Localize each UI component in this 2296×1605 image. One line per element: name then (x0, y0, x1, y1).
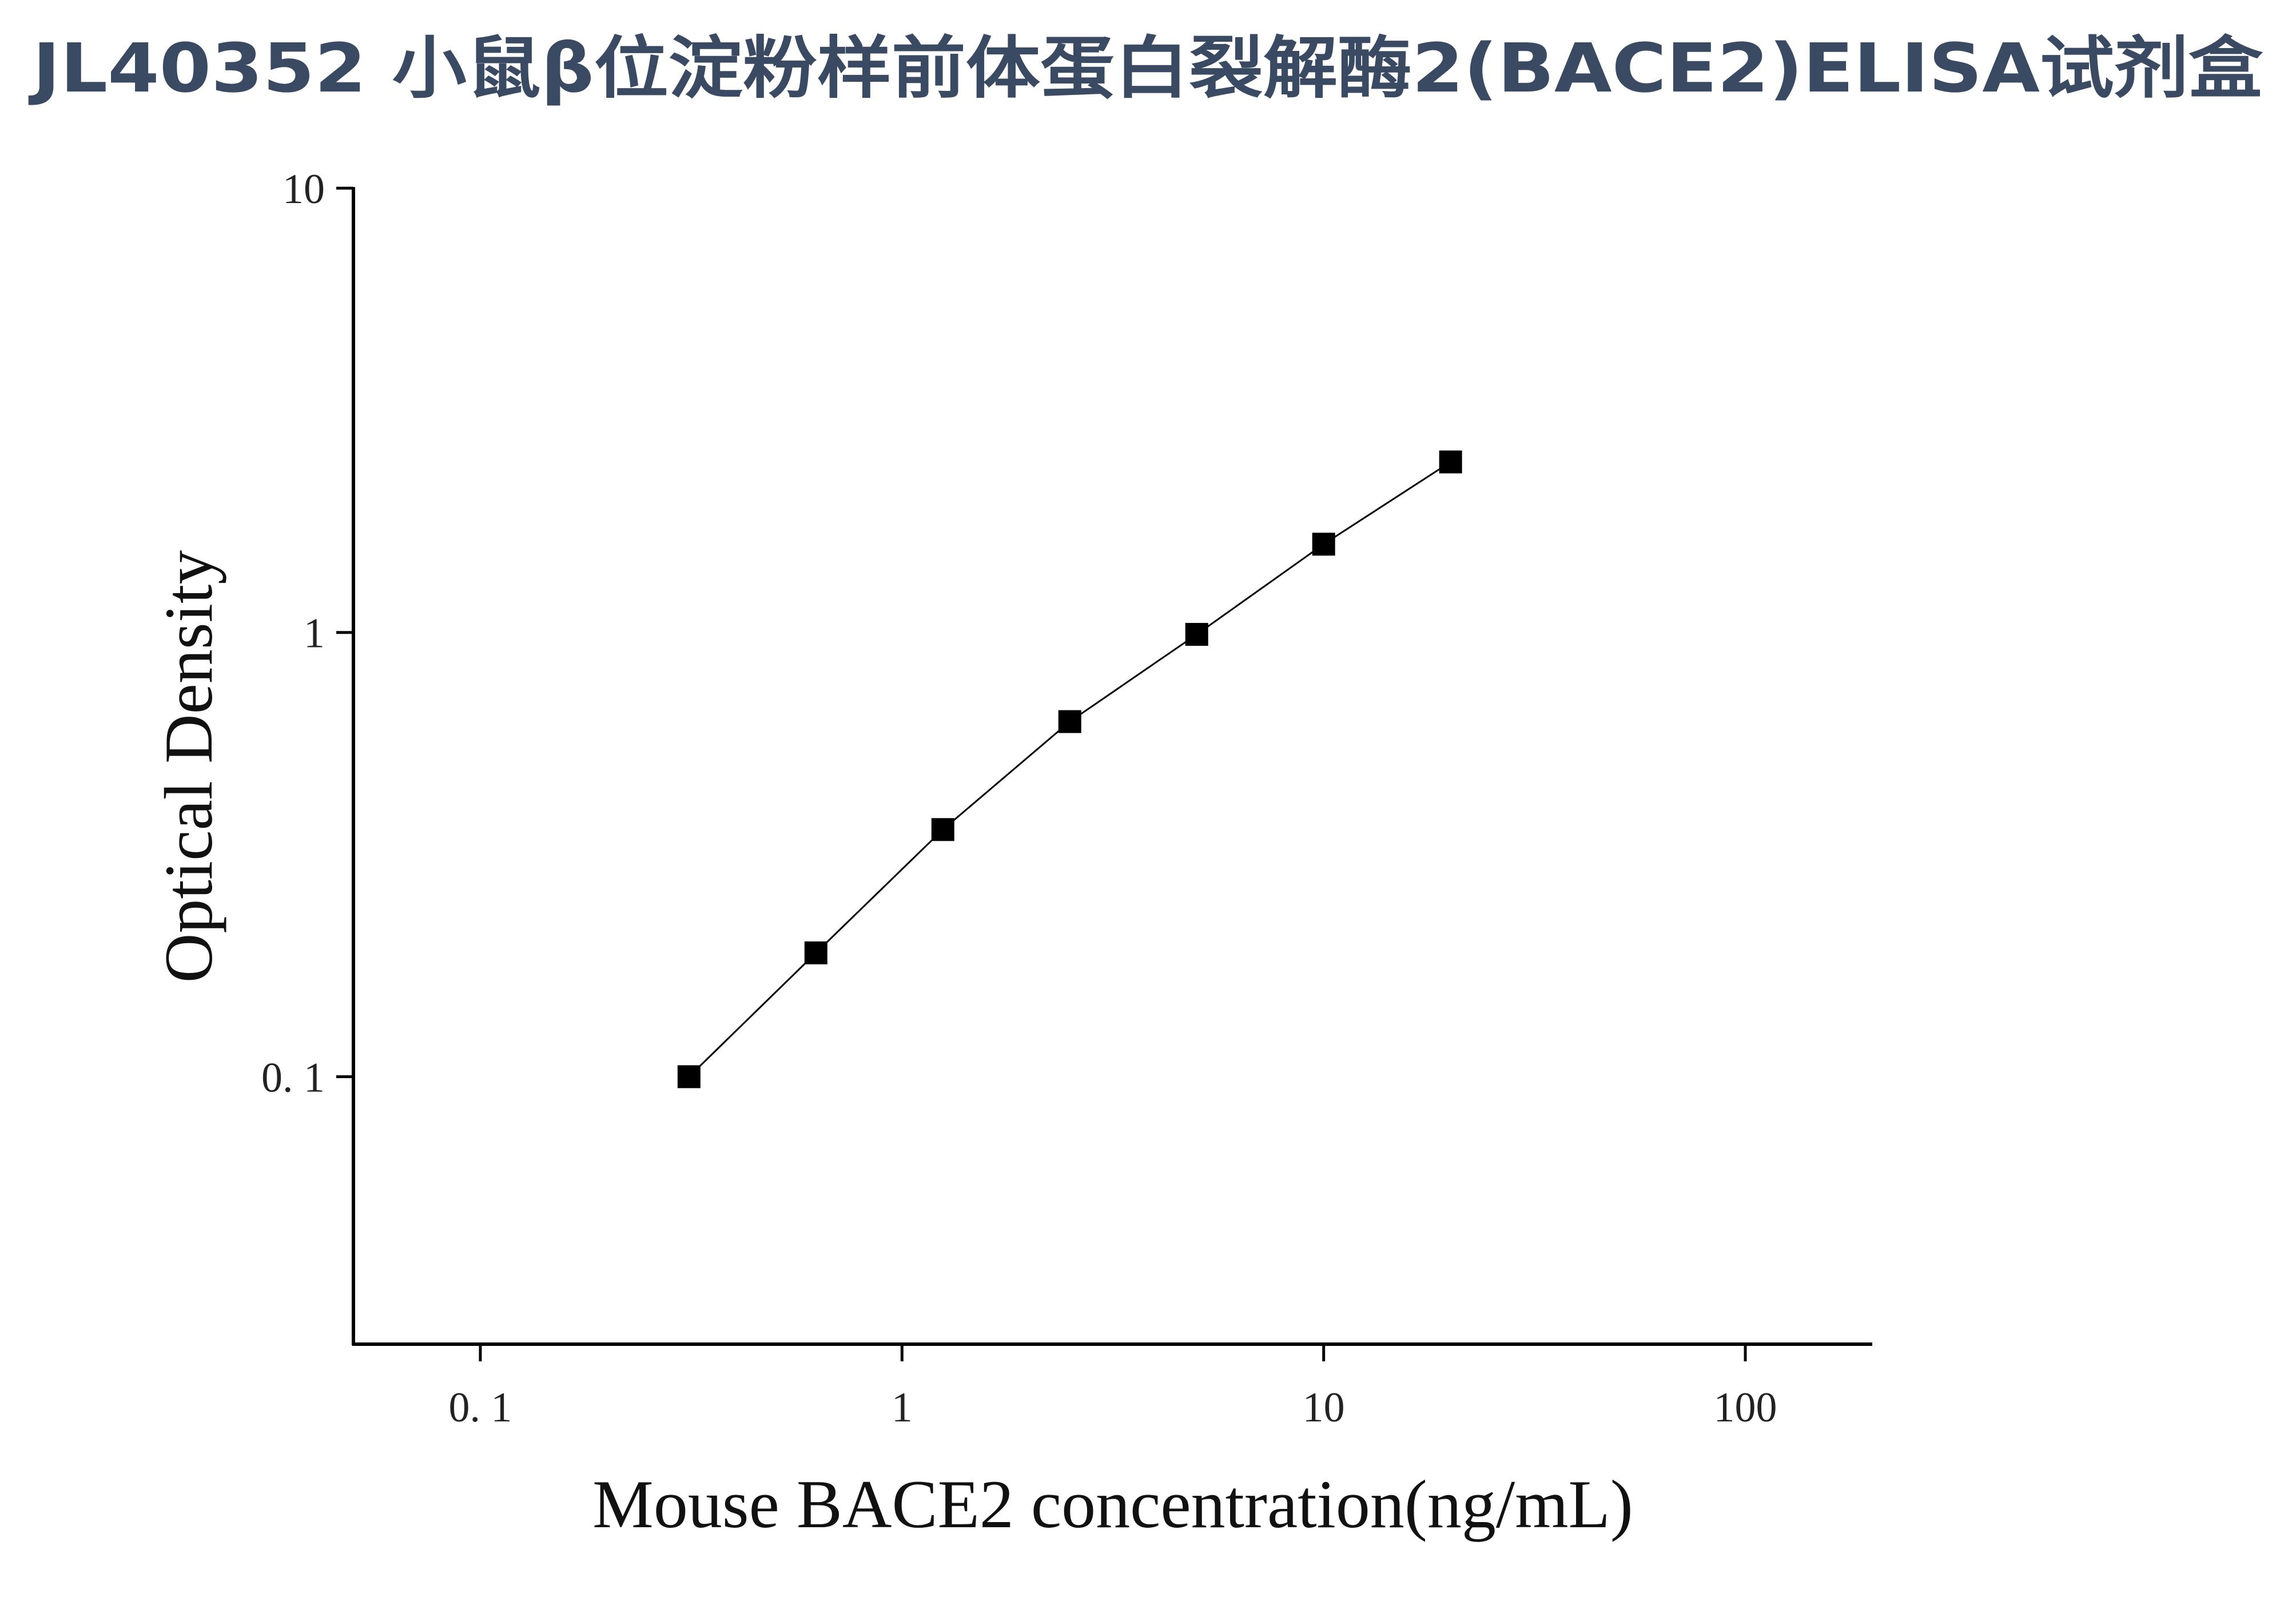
y-tick-label: 1 (304, 610, 325, 657)
y-axis-title: Optical Density (150, 550, 226, 983)
point (1312, 533, 1335, 556)
chart-title: JL40352 小鼠β位淀粉样前体蛋白裂解酶2(BACE2)ELISA试剂盒 (28, 29, 2263, 108)
point (931, 818, 954, 841)
x-tick-label: 10 (1303, 1384, 1345, 1431)
y-tick-label: 10 (282, 166, 325, 213)
x-tick-label: 100 (1714, 1384, 1777, 1431)
x-tick-label: 1 (892, 1384, 913, 1431)
x-tick-label: 0. 1 (448, 1384, 512, 1431)
point (1439, 450, 1462, 474)
x-axis-title: Mouse BACE2 concentration(ng/mL) (592, 1466, 1633, 1542)
y-tick-label: 0. 1 (261, 1054, 325, 1101)
point (1058, 710, 1081, 733)
point (804, 941, 827, 964)
point (1185, 623, 1208, 646)
point (677, 1065, 701, 1088)
